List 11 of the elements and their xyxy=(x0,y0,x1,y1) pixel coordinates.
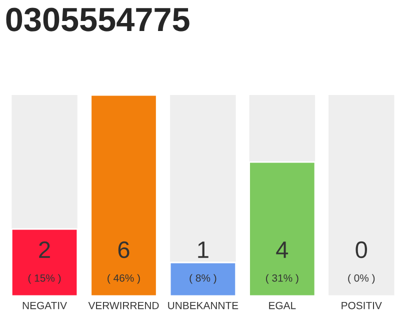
data-label: 6 ( 46% ) xyxy=(108,241,140,284)
x-tick-label: UNBEKANNTE xyxy=(168,302,238,310)
x-tick-label: VERWIRREND xyxy=(88,302,159,310)
x-tick-label: EGAL xyxy=(269,302,296,310)
data-label: 0 ( 0% ) xyxy=(348,241,375,284)
data-label: 2 ( 15% ) xyxy=(28,241,61,284)
x-tick-label: NEGATIV xyxy=(22,302,67,310)
data-label: 4 ( 31% ) xyxy=(266,242,298,284)
chart-title: 0305554775 xyxy=(6,8,190,32)
data-label: 1 ( 8% ) xyxy=(190,242,216,284)
x-tick-label: POSITIV xyxy=(342,302,382,310)
